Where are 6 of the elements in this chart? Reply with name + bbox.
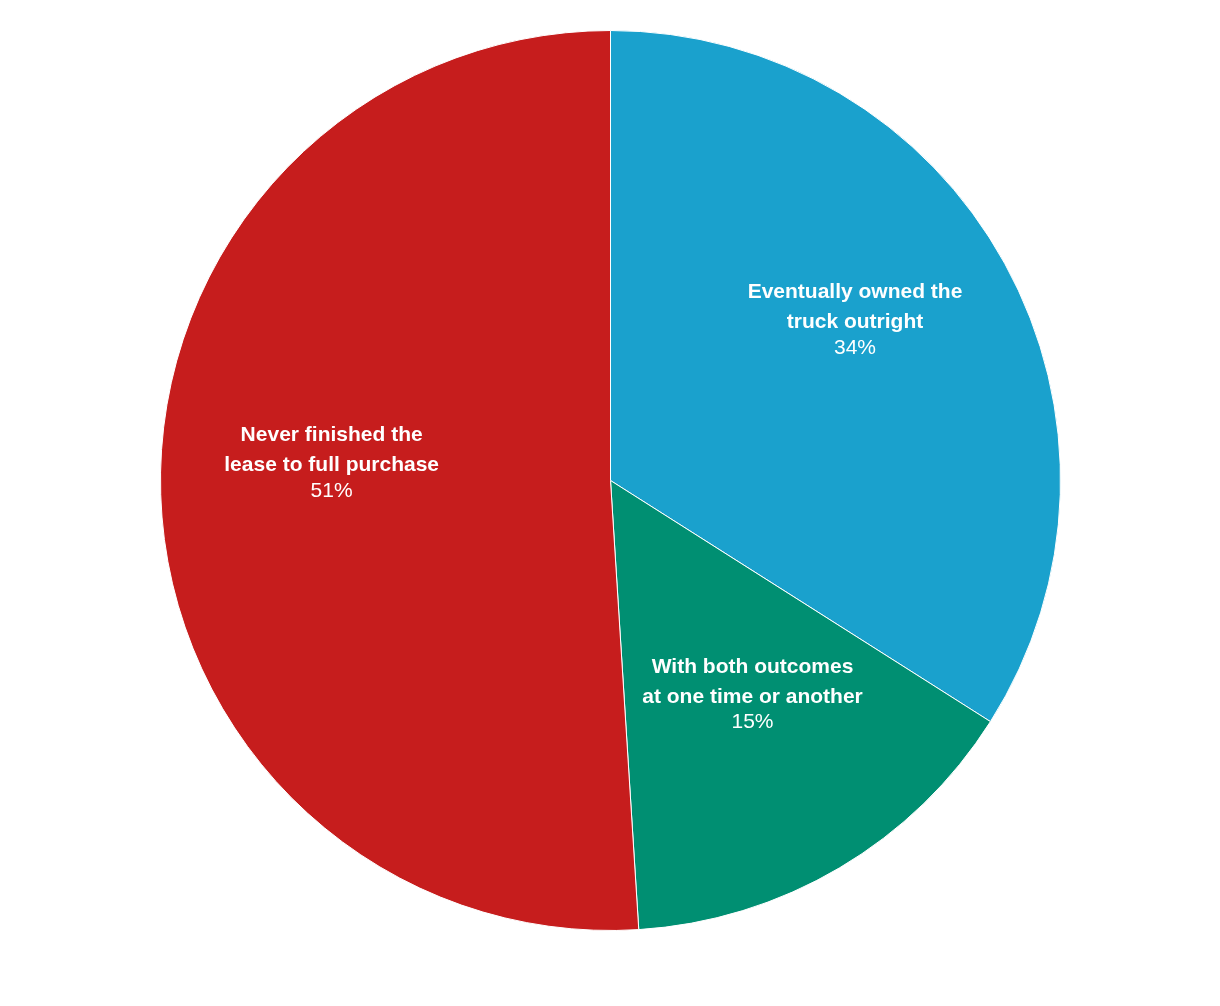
slice-label: Never finished the lease to full purchase bbox=[224, 422, 440, 476]
slice-label: Eventually owned the truck outright bbox=[747, 279, 963, 333]
data-label: 51% bbox=[310, 477, 353, 501]
data-label: 34% bbox=[833, 334, 877, 358]
data-label: 15% bbox=[731, 709, 774, 733]
slice-label: With both outcomes at one time or another bbox=[642, 653, 863, 707]
